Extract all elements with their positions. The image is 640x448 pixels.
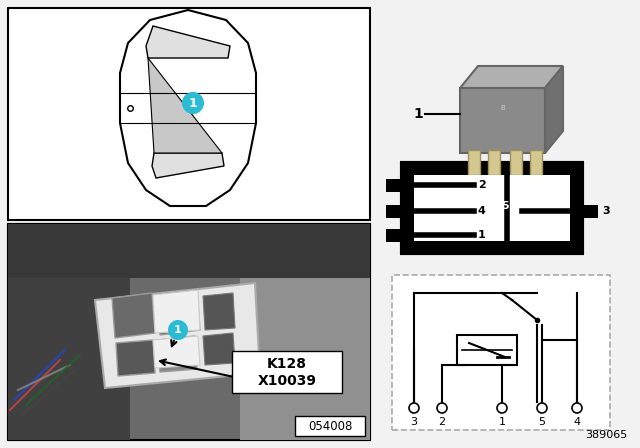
Polygon shape bbox=[153, 290, 200, 333]
Text: 2: 2 bbox=[478, 180, 486, 190]
Bar bbox=[460, 88, 545, 153]
Bar bbox=[457, 335, 517, 365]
Text: 054008: 054008 bbox=[308, 419, 352, 432]
Circle shape bbox=[572, 403, 582, 413]
Circle shape bbox=[537, 403, 547, 413]
Text: 4: 4 bbox=[573, 417, 580, 427]
Bar bbox=[8, 224, 370, 440]
Circle shape bbox=[182, 92, 204, 114]
Bar bbox=[488, 150, 500, 175]
Bar bbox=[392, 275, 610, 430]
Polygon shape bbox=[95, 283, 260, 388]
Bar bbox=[295, 416, 365, 436]
Polygon shape bbox=[545, 66, 563, 153]
Polygon shape bbox=[8, 224, 370, 278]
Polygon shape bbox=[203, 333, 235, 365]
Text: 3: 3 bbox=[410, 417, 417, 427]
Bar bbox=[386, 229, 404, 242]
Text: 5: 5 bbox=[538, 417, 545, 427]
Text: 5: 5 bbox=[501, 201, 509, 211]
Text: 389065: 389065 bbox=[585, 430, 627, 440]
Polygon shape bbox=[240, 224, 370, 440]
Text: X10039: X10039 bbox=[257, 374, 317, 388]
Text: 1: 1 bbox=[413, 107, 423, 121]
Text: 1: 1 bbox=[499, 417, 506, 427]
Polygon shape bbox=[8, 224, 130, 440]
Text: 3: 3 bbox=[602, 206, 610, 216]
Circle shape bbox=[437, 403, 447, 413]
Polygon shape bbox=[203, 293, 235, 330]
Polygon shape bbox=[153, 336, 200, 368]
Text: 1: 1 bbox=[478, 230, 486, 240]
Text: K128: K128 bbox=[267, 357, 307, 371]
Bar bbox=[386, 205, 404, 218]
Bar bbox=[386, 179, 404, 192]
Polygon shape bbox=[460, 66, 563, 88]
Polygon shape bbox=[158, 336, 197, 372]
Bar bbox=[510, 150, 522, 175]
Bar bbox=[232, 351, 342, 393]
Circle shape bbox=[497, 403, 507, 413]
Text: B: B bbox=[500, 104, 505, 111]
Bar bbox=[8, 8, 370, 220]
Circle shape bbox=[409, 403, 419, 413]
Text: 1: 1 bbox=[189, 96, 197, 109]
Text: 1: 1 bbox=[174, 325, 182, 335]
Polygon shape bbox=[112, 293, 155, 338]
Bar bbox=[8, 224, 370, 440]
Bar bbox=[414, 175, 570, 241]
Bar bbox=[530, 150, 542, 175]
Bar bbox=[580, 205, 598, 218]
Text: 4: 4 bbox=[478, 206, 486, 216]
PathPatch shape bbox=[120, 10, 256, 206]
PathPatch shape bbox=[146, 26, 230, 58]
PathPatch shape bbox=[148, 58, 222, 153]
Bar bbox=[392, 275, 610, 430]
Bar bbox=[468, 150, 480, 175]
Text: 2: 2 bbox=[438, 417, 445, 427]
Circle shape bbox=[168, 320, 188, 340]
Bar bbox=[402, 163, 582, 253]
Polygon shape bbox=[157, 290, 200, 335]
Polygon shape bbox=[116, 340, 155, 376]
PathPatch shape bbox=[152, 153, 224, 178]
